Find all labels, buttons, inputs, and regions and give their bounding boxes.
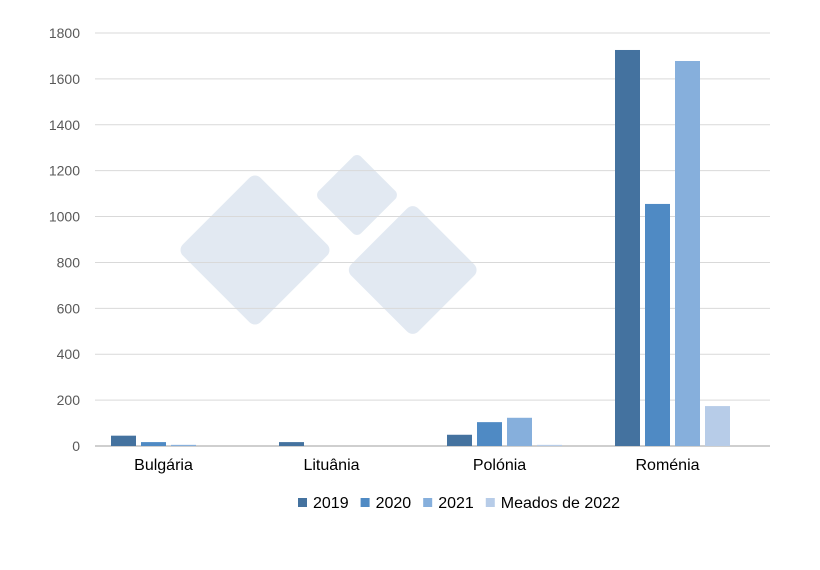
legend-label: 2021 — [438, 495, 474, 512]
bar-Bulgária-2021 — [171, 444, 196, 446]
bar-Bulgária-2020 — [141, 442, 166, 446]
category-label: Polónia — [473, 457, 526, 474]
bar-Bulgária-2019 — [111, 435, 136, 446]
bar-Lituânia-2019 — [279, 442, 304, 446]
bar-Polónia-2020 — [477, 422, 502, 446]
y-tick-label: 1800 — [49, 25, 80, 41]
y-tick-label: 800 — [57, 254, 81, 270]
y-tick-label: 0 — [72, 438, 80, 454]
category-label: Roménia — [635, 457, 699, 474]
legend-swatch — [423, 498, 433, 507]
y-tick-label: 600 — [57, 300, 81, 316]
category-label: Lituânia — [303, 457, 359, 474]
legend-label: Meados de 2022 — [501, 495, 620, 512]
bar-Roménia-2021 — [675, 60, 700, 447]
bar-Roménia-2019 — [615, 49, 640, 447]
category-label: Bulgária — [134, 457, 193, 474]
y-tick-label: 1000 — [49, 209, 80, 225]
legend-swatch — [360, 498, 370, 507]
legend-swatch — [485, 498, 495, 507]
y-tick-label: 1200 — [49, 163, 80, 179]
bar-Roménia-2020 — [645, 203, 670, 446]
y-tick-label: 400 — [57, 346, 81, 362]
bar-Polónia-2019 — [447, 434, 472, 446]
legend-label: 2020 — [376, 495, 412, 512]
legend-swatch — [298, 498, 307, 507]
y-tick-label: 200 — [57, 392, 81, 408]
bar-Roménia-Meados de 2022 — [705, 406, 730, 446]
bar-Polónia-2021 — [507, 417, 532, 446]
bar-Polónia-Meados de 2022 — [537, 444, 562, 446]
y-tick-label: 1600 — [49, 71, 80, 87]
y-tick-label: 1400 — [49, 117, 80, 133]
legend-label: 2019 — [313, 495, 349, 512]
watermark-logo — [180, 155, 477, 334]
